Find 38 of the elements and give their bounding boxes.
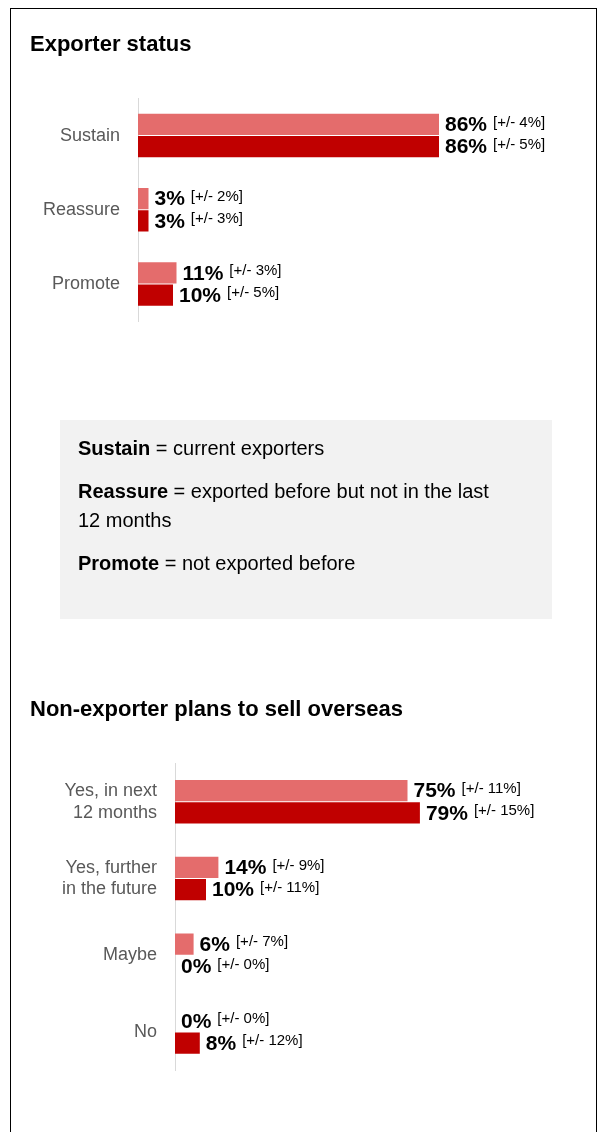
y-tick-label: Promote (51, 273, 120, 294)
data-label: 75% [+/- 11%] (413, 778, 521, 802)
bar (175, 1032, 200, 1054)
bar (138, 284, 173, 306)
text: Sustain = current exporters (78, 436, 326, 461)
chart-title: Non-exporter plans to sell overseas (30, 696, 403, 722)
data-label: 86% [+/- 4%] (445, 112, 546, 136)
data-label: 6% [+/- 7%] (199, 931, 289, 955)
bar (138, 262, 177, 284)
y-tick-label: Reassure (42, 198, 120, 219)
y-tick-label: No (133, 1020, 157, 1041)
bar (175, 780, 408, 802)
data-label: 14% [+/- 9%] (224, 855, 325, 879)
data-label: 11% [+/- 3%] (182, 260, 282, 284)
y-tick-label: Sustain (59, 124, 120, 145)
bar (138, 210, 149, 232)
bar (175, 802, 420, 824)
bar (138, 113, 439, 135)
y-tick-label: Yes, in next 12 months (64, 779, 157, 822)
text: Reassure = exported before but not in the last 12 months (78, 479, 490, 533)
data-label: 8% [+/- 12%] (205, 1030, 303, 1054)
data-label: 10% [+/- 11%] (212, 877, 320, 901)
data-label: 10% [+/- 5%] (179, 283, 280, 306)
data-label: 0% [+/- 0%] (181, 1008, 270, 1032)
bar (138, 188, 149, 210)
data-label: 79% [+/- 15%] (425, 800, 535, 824)
data-label: 3% [+/- 2%] (154, 186, 243, 210)
data-label: 86% [+/- 5%] (445, 134, 546, 158)
data-label: 3% [+/- 3%] (154, 208, 243, 232)
y-tick-label: Yes, further in the future (61, 856, 157, 899)
chart-title: Exporter status (30, 31, 192, 57)
bar (138, 136, 439, 158)
bar (175, 879, 206, 901)
y-tick-label: Maybe (102, 944, 157, 965)
bar (175, 933, 194, 955)
text: Promote = not exported before (78, 551, 357, 576)
bar (175, 856, 219, 878)
data-label: 0% [+/- 0%] (181, 954, 270, 978)
